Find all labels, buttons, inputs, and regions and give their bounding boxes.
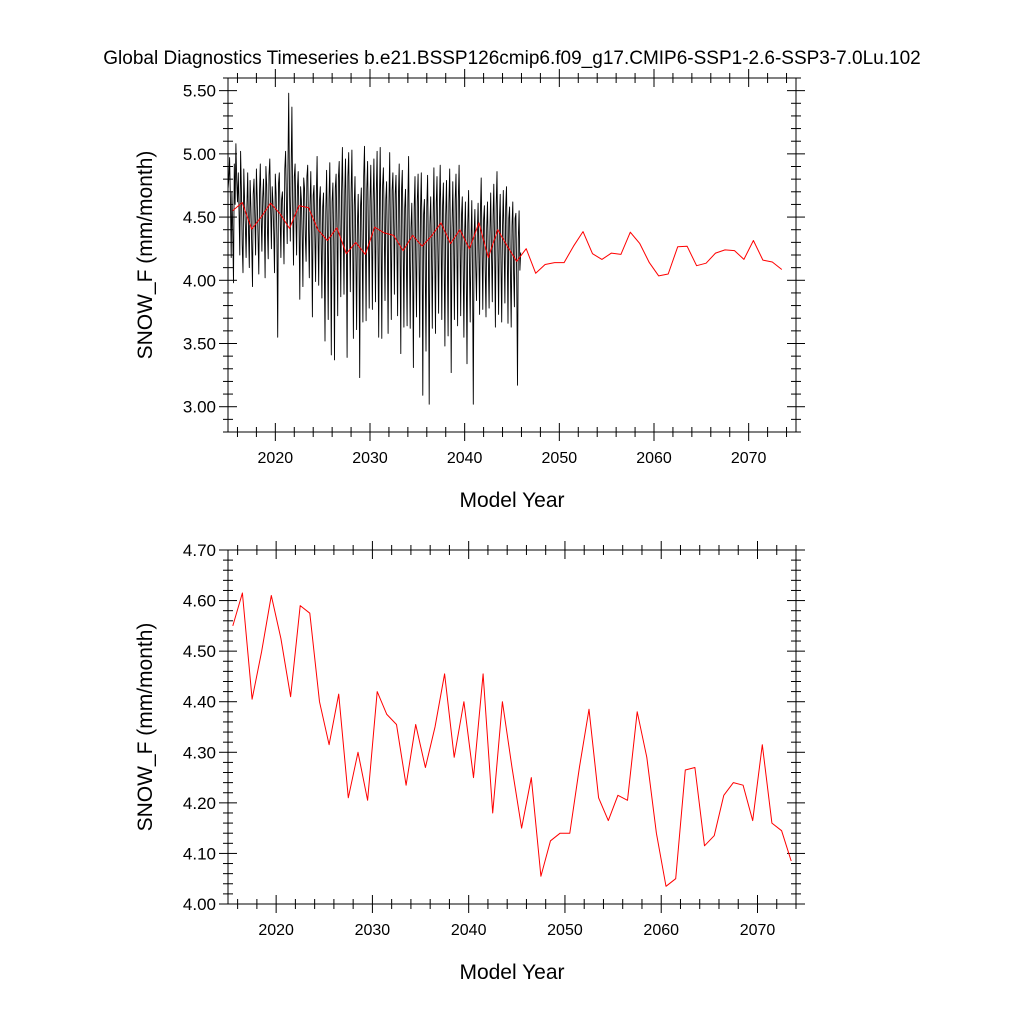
y-tick-label: 4.10 <box>183 844 216 863</box>
top-series <box>227 92 783 405</box>
y-tick-label: 3.00 <box>183 398 216 417</box>
series-line <box>232 202 783 277</box>
bottom-y-ticks: 4.00 4.10 4.20 4.30 4.40 4.50 4.60 4.70 <box>183 541 805 914</box>
x-tick-label: 2060 <box>643 922 679 939</box>
bottom-x-ticks: 2020 2030 2040 2050 2060 2070 <box>237 541 797 939</box>
top-y-ticks: 3.00 3.50 4.00 4.50 5.00 5.50 <box>183 77 805 433</box>
bottom-y-axis-label: SNOW_F (mm/month) <box>134 623 157 832</box>
x-tick-label: 2030 <box>355 922 391 939</box>
y-tick-label: 4.30 <box>183 743 216 762</box>
y-tick-label: 4.60 <box>183 592 216 611</box>
y-tick-label: 4.50 <box>183 208 216 227</box>
y-tick-label: 4.00 <box>183 895 216 914</box>
x-tick-label: 2050 <box>542 450 578 467</box>
bottom-x-axis-label: Model Year <box>459 961 564 984</box>
x-tick-label: 2070 <box>731 450 767 467</box>
x-tick-label: 2050 <box>547 922 583 939</box>
y-tick-label: 4.40 <box>183 693 216 712</box>
y-tick-label: 5.50 <box>183 82 216 101</box>
x-tick-label: 2030 <box>352 450 388 467</box>
x-tick-label: 2060 <box>636 450 672 467</box>
y-tick-label: 4.50 <box>183 642 216 661</box>
top-x-axis-label: Model Year <box>459 489 564 512</box>
bottom-plot-frame <box>227 549 797 905</box>
series-line <box>227 92 522 405</box>
y-tick-label: 4.20 <box>183 794 216 813</box>
bottom-panel: 2020 2030 2040 2050 2060 2070 4.00 4.10 4.20 4.3… <box>134 541 805 984</box>
top-x-ticks: 2020 2030 2040 2050 2060 2070 <box>236 69 788 467</box>
series-line <box>232 592 792 887</box>
x-tick-label: 2040 <box>451 922 487 939</box>
x-tick-label: 2040 <box>447 450 483 467</box>
x-tick-label: 2070 <box>740 922 776 939</box>
y-tick-label: 4.70 <box>183 541 216 560</box>
bottom-series <box>232 592 792 887</box>
top-y-axis-label: SNOW_F (mm/month) <box>134 151 157 360</box>
chart-title: Global Diagnostics Timeseries b.e21.BSSP… <box>103 48 920 69</box>
x-tick-label: 2020 <box>258 922 294 939</box>
x-tick-label: 2020 <box>258 450 294 467</box>
y-tick-label: 3.50 <box>183 335 216 354</box>
top-panel: 2020 2030 2040 2050 2060 2070 3.00 3.50 4.00 4.5… <box>134 69 805 512</box>
y-tick-label: 4.00 <box>183 271 216 290</box>
y-tick-label: 5.00 <box>183 145 216 164</box>
